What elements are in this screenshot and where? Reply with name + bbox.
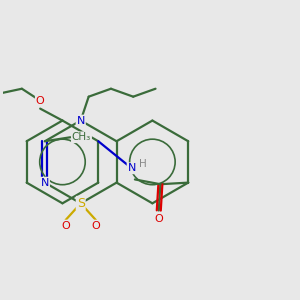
Text: O: O xyxy=(154,214,163,224)
Text: N: N xyxy=(128,163,136,173)
Text: H: H xyxy=(139,159,147,169)
Text: CH₃: CH₃ xyxy=(72,132,91,142)
Text: O: O xyxy=(92,220,100,231)
Text: S: S xyxy=(77,197,85,210)
Text: O: O xyxy=(36,96,45,106)
Text: N: N xyxy=(41,178,49,188)
Text: O: O xyxy=(61,220,70,231)
Text: N: N xyxy=(76,116,85,126)
